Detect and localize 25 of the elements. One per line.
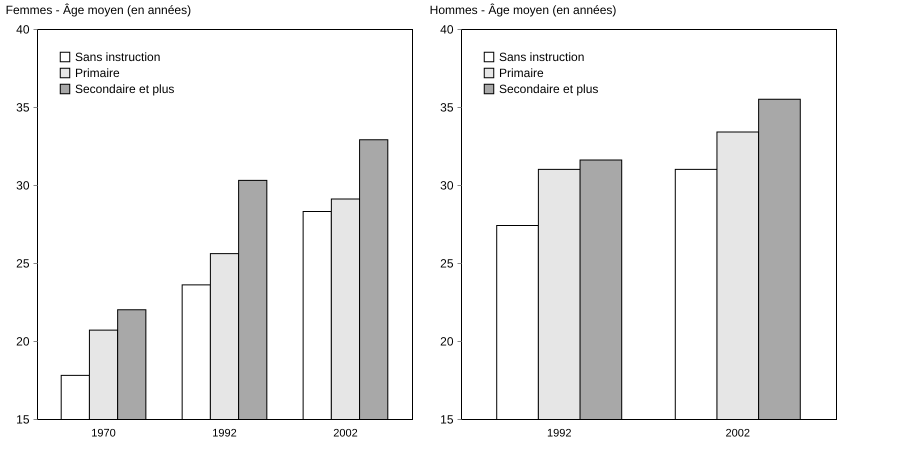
y-tick-label: 15	[440, 412, 454, 426]
legend-label: Secondaire et plus	[499, 82, 598, 96]
x-tick-label: 2002	[726, 428, 750, 440]
legend-label: Sans instruction	[75, 50, 160, 64]
y-tick-label: 40	[16, 22, 30, 36]
y-tick-label: 35	[16, 100, 30, 114]
x-tick-label: 2002	[333, 428, 358, 440]
y-tick-label: 20	[440, 334, 454, 348]
legend-label: Primaire	[75, 66, 120, 80]
legend-label: Primaire	[499, 66, 544, 80]
y-tick-label: 25	[440, 256, 454, 270]
legend-label: Sans instruction	[499, 50, 584, 64]
y-tick-label: 20	[16, 334, 30, 348]
y-tick-label: 25	[16, 256, 30, 270]
x-tick-label: 1992	[212, 428, 237, 440]
y-tick-label: 30	[440, 178, 454, 192]
legend-label: Secondaire et plus	[75, 82, 174, 96]
chart-title: Hommes - Âge moyen (en années)	[430, 3, 616, 17]
y-tick-label: 35	[440, 100, 454, 114]
x-tick-label: 1992	[546, 428, 572, 440]
y-tick-label: 40	[440, 22, 454, 36]
y-tick-label: 15	[16, 412, 30, 426]
x-tick-label: 1970	[91, 428, 116, 440]
y-tick-label: 30	[16, 178, 30, 192]
chart-title: Femmes - Âge moyen (en années)	[6, 3, 192, 17]
